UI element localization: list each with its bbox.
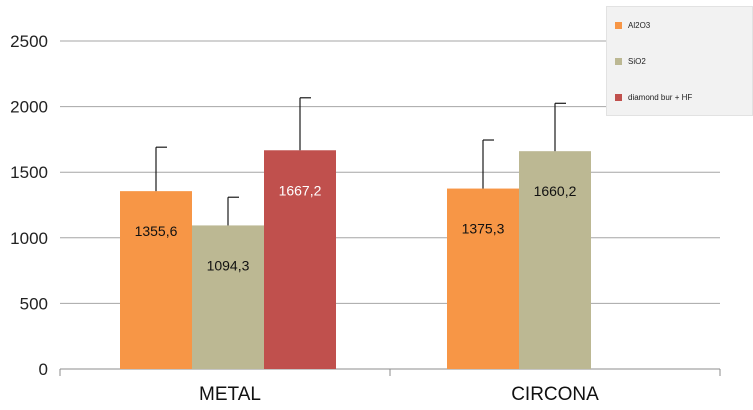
- legend-item-diamond-bur-hf: diamond bur + HF: [615, 93, 692, 102]
- legend-item-sio2: SiO2: [615, 57, 646, 66]
- data-label: 1355,6: [135, 223, 178, 239]
- bar: [447, 188, 519, 369]
- x-tick-label: METAL: [199, 384, 261, 405]
- x-tick-label: CIRCONA: [511, 384, 599, 405]
- legend-swatch-sio2: [615, 58, 622, 65]
- legend-swatch-al2o3: [615, 22, 622, 29]
- legend-label-al2o3: Al2O3: [628, 21, 651, 30]
- y-tick-label: 2000: [10, 98, 48, 117]
- legend-item-al2o3: Al2O3: [615, 21, 650, 30]
- y-axis-tick-labels: 0 500 1000 1500 2000 2500: [10, 32, 48, 379]
- y-tick-label: 2500: [10, 32, 48, 51]
- y-tick-label: 500: [20, 294, 48, 313]
- legend: Al2O3 SiO2 diamond bur + HF: [606, 6, 753, 116]
- y-tick-label: 1000: [10, 229, 48, 248]
- bar: [120, 191, 192, 369]
- data-label: 1660,2: [534, 183, 577, 199]
- data-label: 1667,2: [279, 182, 322, 198]
- data-labels: 1355,6 1094,3 1667,2 1375,3 1660,2: [135, 182, 577, 273]
- y-tick-label: 0: [39, 360, 48, 379]
- data-label: 1375,3: [462, 221, 505, 237]
- legend-label-sio2: SiO2: [628, 57, 646, 66]
- legend-swatch-diamond-bur-hf: [615, 94, 622, 101]
- bars: [120, 150, 591, 369]
- data-label: 1094,3: [207, 257, 250, 273]
- bar: [192, 225, 264, 369]
- bar: [264, 150, 336, 369]
- legend-label-diamond-bur-hf: diamond bur + HF: [628, 93, 693, 102]
- bar: [519, 151, 591, 369]
- error-bars: [155, 97, 566, 226]
- y-tick-label: 1500: [10, 163, 48, 182]
- x-axis-tick-labels: METAL CIRCONA: [199, 384, 599, 405]
